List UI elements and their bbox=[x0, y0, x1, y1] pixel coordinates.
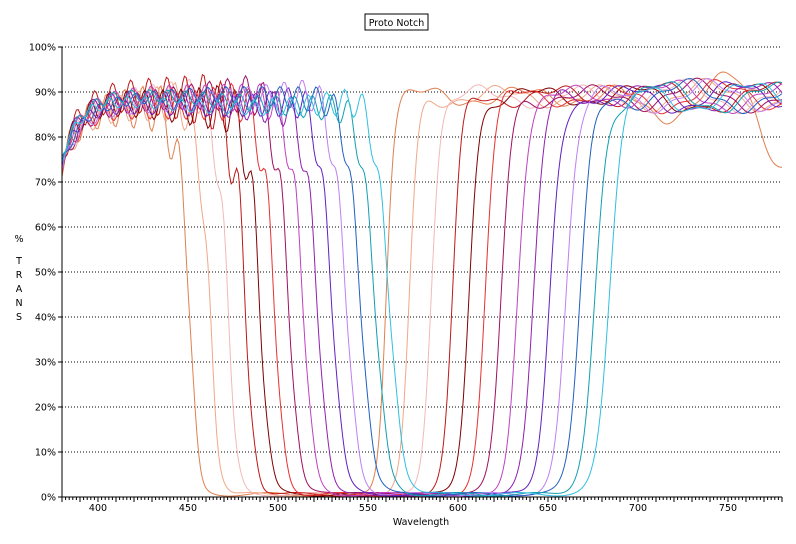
x-tick-label-750: 750 bbox=[719, 503, 737, 514]
y-tick-label-40: 40% bbox=[35, 313, 56, 324]
y-tick-label-90: 90% bbox=[35, 88, 56, 99]
x-tick-label-500: 500 bbox=[269, 503, 287, 514]
chart-title: Proto Notch bbox=[369, 18, 425, 29]
y-tick-label-80: 80% bbox=[35, 133, 56, 144]
series-line bbox=[61, 83, 783, 497]
y-axis-title-char: R bbox=[16, 270, 23, 281]
series-line bbox=[61, 82, 783, 497]
y-axis-title-char: S bbox=[16, 312, 22, 323]
y-tick-label-70: 70% bbox=[35, 178, 56, 189]
x-tick-label-700: 700 bbox=[629, 503, 647, 514]
series-line bbox=[61, 78, 783, 497]
y-tick-label-20: 20% bbox=[35, 403, 56, 414]
series-line bbox=[61, 79, 783, 497]
series-line bbox=[61, 73, 783, 497]
series-line bbox=[61, 81, 783, 497]
y-tick-label-60: 60% bbox=[35, 223, 56, 234]
y-axis-title-char: N bbox=[15, 298, 22, 309]
x-tick-label-650: 650 bbox=[539, 503, 557, 514]
y-tick-label-50: 50% bbox=[35, 268, 56, 279]
x-axis-title: Wavelength bbox=[393, 517, 449, 528]
y-tick-label-0: 0% bbox=[41, 493, 56, 504]
series-line bbox=[61, 83, 783, 497]
series-line bbox=[61, 78, 783, 497]
y-tick-label-100: 100% bbox=[29, 43, 56, 54]
series-line bbox=[61, 71, 783, 497]
x-tick-label-400: 400 bbox=[89, 503, 107, 514]
y-axis-title-char: A bbox=[16, 284, 23, 295]
x-tick-label-600: 600 bbox=[449, 503, 467, 514]
series-line bbox=[61, 74, 783, 497]
y-tick-label-30: 30% bbox=[35, 358, 56, 369]
x-tick-label-550: 550 bbox=[359, 503, 377, 514]
series-line bbox=[61, 79, 783, 497]
series-layer bbox=[61, 71, 783, 497]
y-axis-title-char: T bbox=[15, 256, 22, 267]
chart-title-box: Proto Notch bbox=[364, 13, 429, 31]
y-tick-label-10: 10% bbox=[35, 448, 56, 459]
series-line bbox=[61, 77, 783, 497]
x-tick-label-450: 450 bbox=[179, 503, 197, 514]
y-axis-title-char: % bbox=[14, 234, 23, 245]
axis-layer: 0% 10% 20% 30% 40% 50% 60% 70% 80% 90% 100% 400 450 5… bbox=[29, 43, 783, 514]
series-line bbox=[61, 78, 783, 497]
series-line bbox=[61, 81, 783, 497]
